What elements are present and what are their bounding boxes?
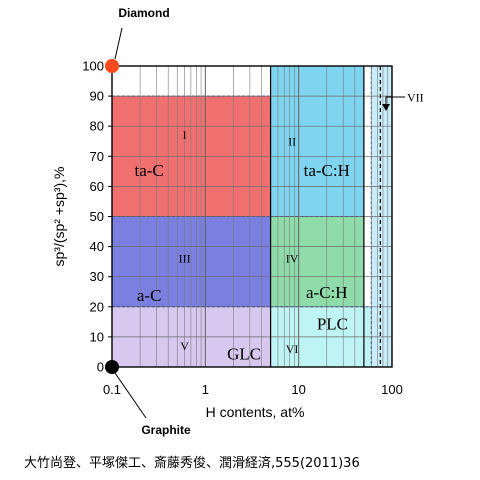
axes-layer: 0 10 20 30 40 50 60 70 80 90 100 0.1 1 10 100 H content… xyxy=(51,59,403,421)
labels-layer: Ita-C II ta-C:H III a-C IV a-C:H V GLC VI PLC VII xyxy=(135,91,424,364)
citation-text: 大竹尚登、平塚傑工、斎藤秀俊、潤滑経済,555(2011)36 xyxy=(24,456,360,471)
y-tick-label: 70 xyxy=(90,149,104,164)
diamond-leader-line xyxy=(114,27,123,60)
y-tick-label: 40 xyxy=(90,239,104,254)
y-tick-label: 100 xyxy=(82,59,104,74)
x-tick-label: 10 xyxy=(291,382,305,397)
region-roman-vi: VI xyxy=(286,342,299,356)
y-tick-label: 20 xyxy=(90,299,104,314)
region-iii xyxy=(111,216,272,308)
y-axis-title: sp³/(sp² +sp³),% xyxy=(51,167,67,267)
region-name-ach: a-C:H xyxy=(306,283,348,302)
region-name-ac: a-C xyxy=(137,286,162,305)
x-tick-label: 0.1 xyxy=(103,382,121,397)
region-name-tach: ta-C:H xyxy=(304,161,350,180)
region-roman-v: V xyxy=(180,339,189,353)
region-name-glc: GLC xyxy=(227,344,261,363)
diamond-point xyxy=(105,59,119,73)
y-tick-label: 30 xyxy=(90,269,104,284)
region-roman-vii: VII xyxy=(407,91,424,105)
vii-leader-arrow xyxy=(382,104,390,111)
x-axis-title: H contents, at% xyxy=(206,404,305,420)
graphite-leader-line xyxy=(114,372,147,419)
y-tick-label: 50 xyxy=(90,209,104,224)
graphite-point xyxy=(105,360,119,374)
x-tick-label: 1 xyxy=(202,382,209,397)
region-roman-i: I xyxy=(183,128,187,142)
y-tick-label: 60 xyxy=(90,179,104,194)
region-ii xyxy=(270,65,365,217)
y-tick-label: 90 xyxy=(90,89,104,104)
points-layer: Diamond Graphite xyxy=(105,6,191,437)
y-tick-label: 10 xyxy=(90,329,104,344)
y-tick-label: 80 xyxy=(90,119,104,134)
y-tick-label: 0 xyxy=(97,360,104,375)
graphite-label: Graphite xyxy=(141,423,191,437)
region-roman-iii: III xyxy=(179,252,191,266)
region-name-tac: ta-C xyxy=(135,161,164,180)
region-roman-iv: IV xyxy=(286,252,299,266)
x-tick-label: 100 xyxy=(381,382,403,397)
region-name-plc: PLC xyxy=(317,314,348,333)
region-roman-ii: II xyxy=(288,134,296,148)
diamond-label: Diamond xyxy=(118,6,169,20)
